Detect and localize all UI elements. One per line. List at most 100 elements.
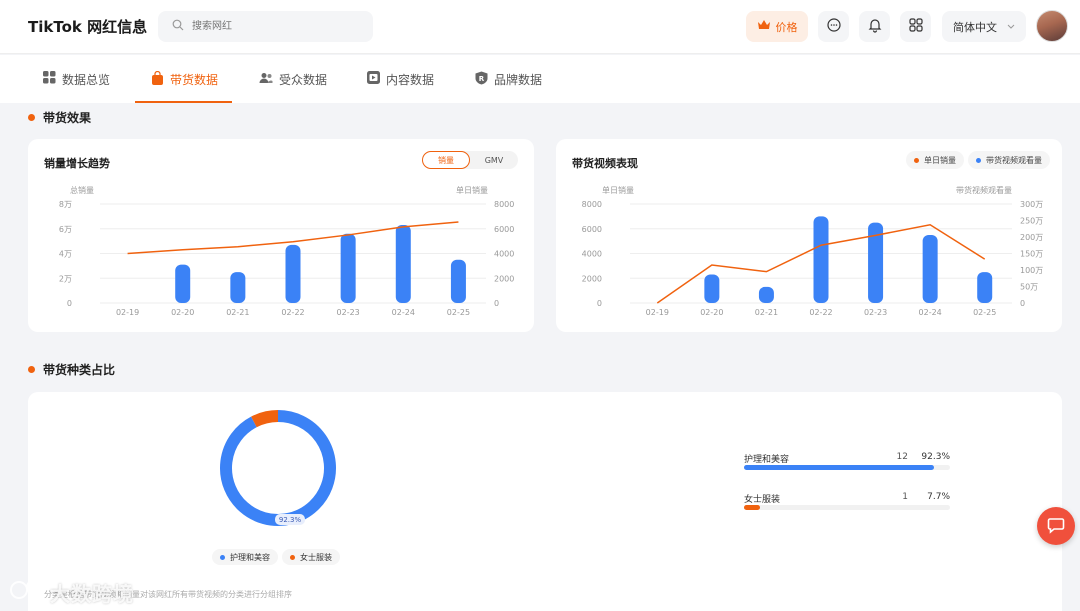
series-line — [127, 221, 459, 255]
tab-sales[interactable]: 带货数据 — [151, 55, 218, 103]
donut-legend-beauty[interactable]: 护理和美容 — [212, 549, 278, 565]
active-tab-indicator — [135, 101, 232, 103]
bar — [868, 222, 884, 303]
category-count: 1 — [902, 492, 908, 502]
series-line — [656, 223, 986, 304]
bar — [340, 233, 356, 303]
section-dot — [28, 114, 35, 121]
category-card — [28, 392, 1062, 611]
crown-icon — [757, 19, 771, 34]
left-tick-label: 8000 — [582, 200, 602, 209]
legend-video-views[interactable]: 带货视频观看量 — [968, 151, 1050, 169]
x-tick-label: 02-23 — [337, 308, 360, 317]
right-tick-label: 100万 — [1020, 266, 1043, 275]
right-tick-label: 250万 — [1020, 217, 1043, 226]
bar — [758, 286, 774, 303]
section-title-category-share: 带货种类占比 — [28, 361, 115, 378]
tab-label: 品牌数据 — [494, 72, 543, 87]
donut-slice — [220, 410, 336, 526]
tab-content[interactable]: 内容数据 — [367, 55, 434, 103]
search-icon — [172, 19, 184, 34]
chat-icon — [1047, 516, 1065, 537]
category-percent: 92.3% — [921, 452, 950, 462]
apps-button[interactable] — [900, 11, 931, 42]
language-select[interactable]: 简体中文 — [942, 11, 1026, 42]
tab-bar: 数据总览 带货数据 受众数据 内容数据 R 品牌数据 — [0, 55, 1080, 103]
category-count: 12 — [896, 452, 908, 462]
toggle-gmv[interactable]: GMV — [484, 155, 504, 165]
card-title: 带货视频表现 — [572, 157, 638, 170]
x-tick-label: 02-22 — [809, 308, 832, 317]
right-tick-label: 200万 — [1020, 233, 1043, 242]
right-tick-label: 8000 — [494, 200, 514, 209]
right-tick-label: 0 — [1020, 299, 1025, 308]
x-tick-label: 02-24 — [392, 308, 415, 317]
sales-growth-card: 销量增长趋势 销量 GMV 总销量 单日销量 0 2万 4万 6万 8万 0 2000 400… — [28, 139, 534, 332]
progress-track — [744, 465, 950, 470]
sales-growth-chart: 0 2万 4万 6万 8万 0 2000 4000 6000 8000 02-19 02-20 02-2… — [59, 200, 514, 317]
right-tick-label: 150万 — [1020, 250, 1043, 259]
x-tick-label: 02-21 — [226, 308, 249, 317]
tab-label: 受众数据 — [279, 72, 328, 87]
legend-daily-sales[interactable]: 单日销量 — [906, 151, 964, 169]
notification-button[interactable] — [859, 11, 890, 42]
footnote: 分类是根据带货视频和销量对该网红所有带货视频的分类进行分组排序 — [44, 590, 292, 599]
bar — [977, 272, 993, 303]
right-tick-label: 6000 — [494, 225, 514, 234]
search-box[interactable] — [158, 11, 373, 42]
section-title-sales-effect: 带货效果 — [28, 109, 91, 126]
donut-legend-womens-clothing[interactable]: 女士服装 — [282, 549, 340, 565]
tab-overview[interactable]: 数据总览 — [43, 55, 110, 103]
category-label: 护理和美容 — [744, 455, 790, 465]
left-axis-title: 单日销量 — [602, 186, 634, 195]
legend-swatch — [220, 554, 225, 560]
left-axis-title: 总销量 — [70, 186, 94, 195]
legend-swatch — [914, 157, 919, 163]
bar — [704, 274, 720, 303]
search-input[interactable] — [192, 11, 362, 42]
x-tick-label: 02-19 — [646, 308, 669, 317]
brand-icon: R — [475, 71, 488, 88]
people-icon — [259, 72, 273, 87]
x-tick-label: 02-25 — [973, 308, 996, 317]
x-tick-label: 02-19 — [116, 308, 139, 317]
x-tick-label: 02-20 — [700, 308, 723, 317]
legend-label: 单日销量 — [924, 155, 956, 165]
video-icon — [367, 71, 380, 87]
x-tick-label: 02-22 — [281, 308, 304, 317]
category-label: 女士服装 — [744, 495, 781, 505]
watermark-text: 大数跨境 — [50, 582, 134, 606]
right-tick-label: 300万 — [1020, 200, 1043, 209]
bar — [813, 216, 829, 303]
legend-label: 带货视频观看量 — [986, 155, 1042, 165]
left-tick-label: 6000 — [582, 225, 602, 234]
legend-swatch — [976, 157, 981, 163]
progress-fill — [744, 505, 760, 510]
bar — [230, 272, 246, 303]
left-tick-label: 4000 — [582, 250, 602, 259]
tab-audience[interactable]: 受众数据 — [259, 55, 327, 103]
tab-brand[interactable]: R 品牌数据 — [475, 55, 542, 103]
bag-icon — [151, 70, 164, 88]
legend-label: 护理和美容 — [230, 552, 270, 562]
chat-support-button[interactable] — [1037, 507, 1075, 545]
left-tick-label: 6万 — [59, 225, 72, 234]
price-button[interactable]: 价格 — [746, 11, 808, 42]
video-performance-card: 带货视频表现 单日销量 带货视频观看量 单日销量 带货视频观看量 0 2000 40… — [556, 139, 1062, 332]
card-title: 销量增长趋势 — [44, 157, 110, 170]
message-button[interactable] — [818, 11, 849, 42]
top-header: TikTok 网红信息 价格 简体中文 — [0, 0, 1080, 54]
bar — [285, 244, 301, 303]
bar — [450, 259, 466, 303]
left-tick-label: 2000 — [582, 274, 602, 283]
watermark-logo-icon — [10, 579, 44, 606]
chevron-down-icon — [1007, 20, 1015, 33]
x-tick-label: 02-21 — [755, 308, 778, 317]
x-tick-label: 02-25 — [447, 308, 470, 317]
x-tick-label: 02-23 — [864, 308, 887, 317]
avatar[interactable] — [1036, 10, 1068, 42]
apps-grid-icon — [908, 17, 924, 36]
left-tick-label: 0 — [67, 299, 72, 308]
right-tick-label: 0 — [494, 299, 499, 308]
toggle-sales[interactable]: 销量 — [422, 151, 470, 169]
